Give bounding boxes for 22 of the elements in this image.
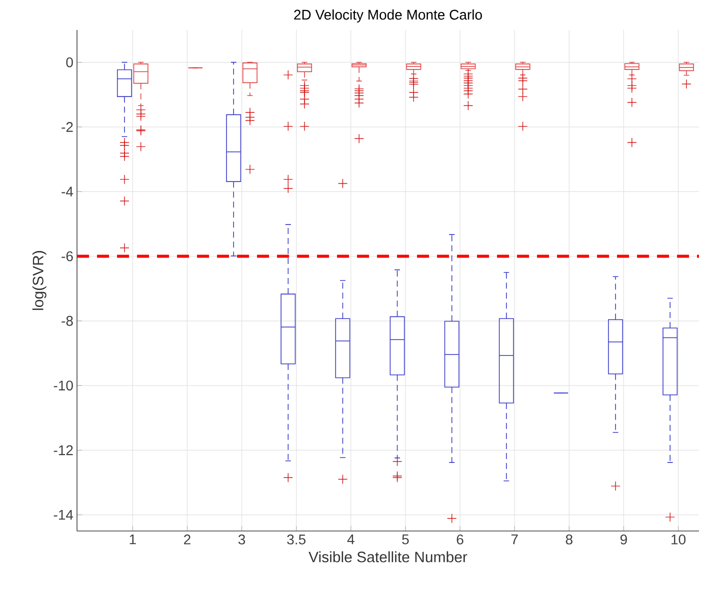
x-tick-label: 8 — [566, 534, 572, 544]
y-tick-label: -14 — [54, 510, 74, 520]
x-tick-label: 2 — [184, 534, 190, 544]
x-tick-label: 6 — [456, 534, 464, 544]
y-axis-title: log(SVR) — [32, 251, 46, 310]
x-axis-title: Visible Satellite Number — [308, 551, 468, 562]
x-tick-label: 4 — [347, 534, 354, 544]
x-tick-label: 3 — [238, 534, 246, 544]
x-tick-label: 3.5 — [287, 534, 306, 544]
y-tick-label: -2 — [62, 122, 73, 132]
y-tick-label: 0 — [66, 57, 73, 68]
x-tick-label: 9 — [620, 534, 627, 544]
x-tick-label: 7 — [511, 534, 518, 544]
y-tick-label: -8 — [62, 316, 73, 326]
y-tick-label: -6 — [62, 251, 73, 262]
chart-title: 2D Velocity Mode Monte Carlo — [294, 9, 482, 22]
y-tick-label: -10 — [54, 380, 73, 390]
y-tick-label: -4 — [62, 186, 74, 196]
x-tick-label: 1 — [130, 534, 136, 544]
x-tick-label: 10 — [672, 534, 686, 544]
y-tick-label: -12 — [54, 445, 73, 456]
x-tick-label: 5 — [402, 534, 409, 544]
